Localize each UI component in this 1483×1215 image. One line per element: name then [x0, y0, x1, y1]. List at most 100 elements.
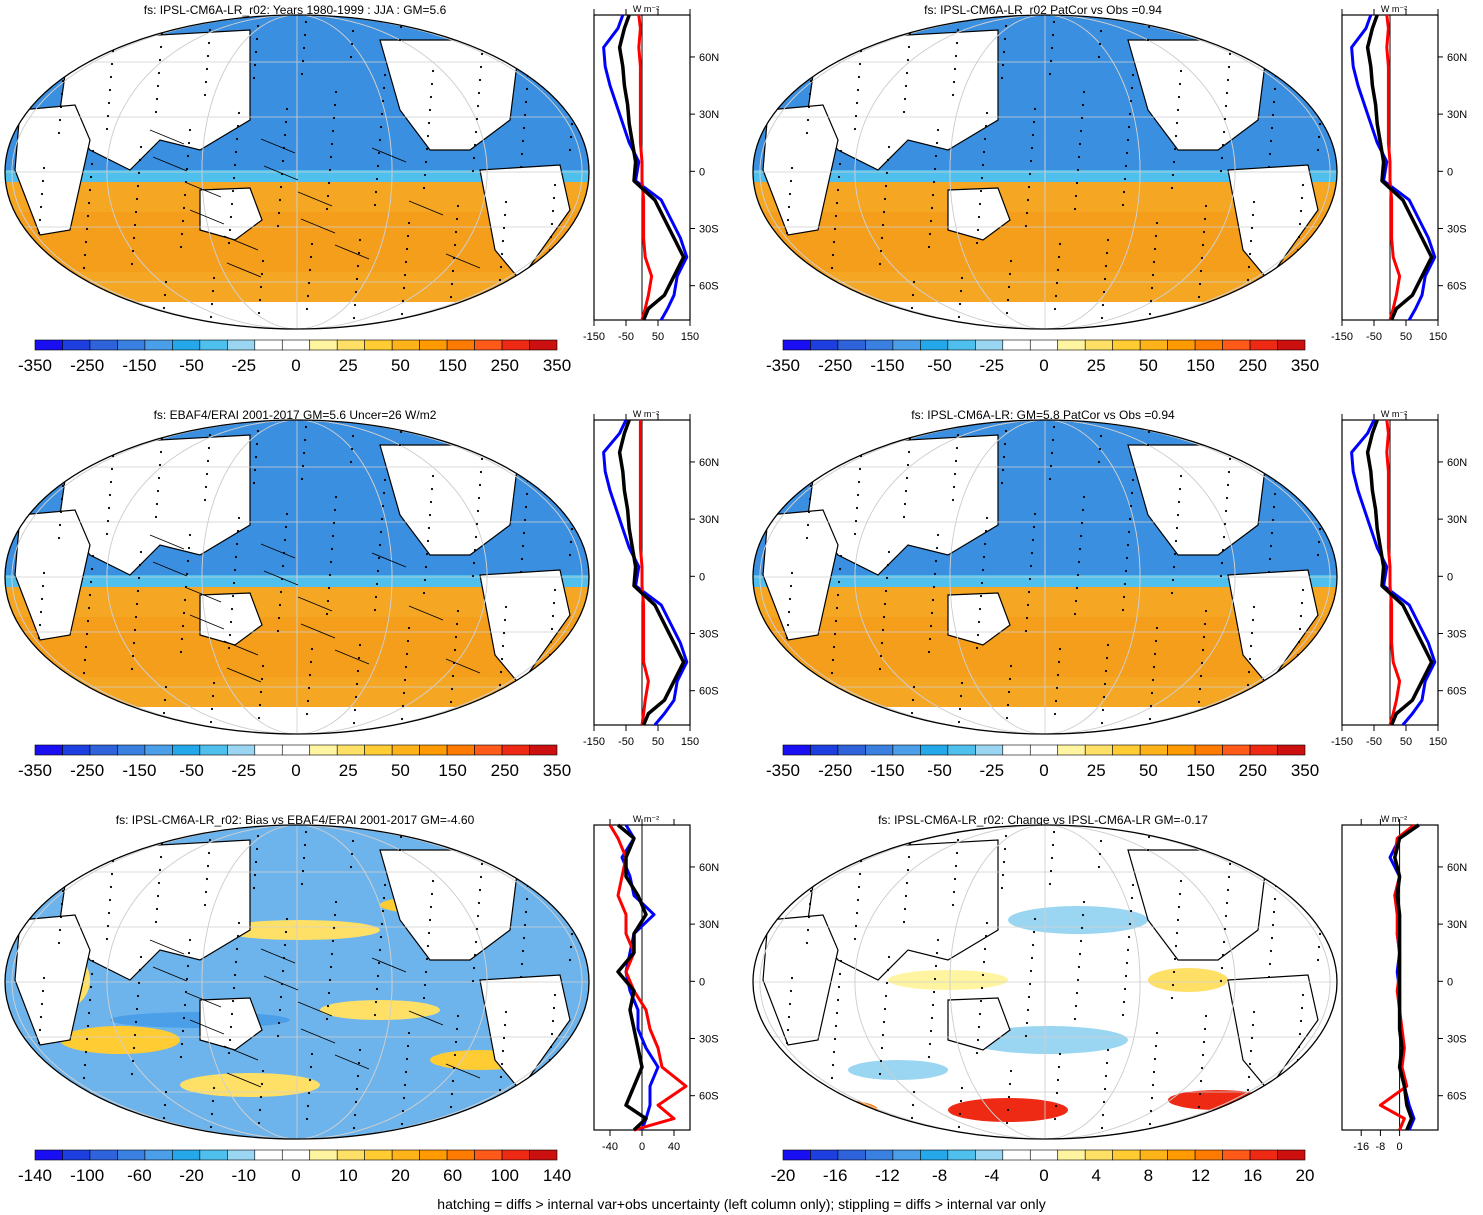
hatch-line	[300, 218, 336, 234]
stipple-dot	[576, 449, 580, 453]
stipple-dot	[380, 517, 384, 521]
stipple-dot	[327, 181, 331, 185]
stipple-dot	[1228, 457, 1232, 461]
stipple-dot	[358, 1048, 362, 1052]
stipple-dot	[1027, 590, 1031, 594]
stipple-dot	[448, 1118, 452, 1122]
stipple-dot	[137, 171, 141, 175]
stipple-dot	[1028, 982, 1032, 986]
colorbar-swatch	[117, 744, 146, 756]
stipple-dot	[471, 169, 475, 173]
diff-blob	[220, 920, 380, 940]
stipple-dot	[529, 440, 533, 444]
stipple-dot	[308, 1078, 312, 1082]
colorbar-label: -25	[980, 761, 1005, 780]
stipple-dot	[84, 240, 88, 244]
stipple-dot	[87, 201, 91, 205]
bias-zonal-line	[1385, 419, 1402, 726]
hatch-line	[152, 966, 188, 982]
stipple-dot	[81, 684, 85, 688]
map-field	[753, 15, 1337, 329]
model-zonal-line	[1365, 419, 1434, 726]
stipple-dot	[307, 281, 311, 285]
lat-tick-label: 30N	[1447, 109, 1467, 121]
stipple-dot	[1273, 87, 1277, 91]
stipple-dot	[1299, 614, 1303, 618]
stipple-dot	[180, 232, 184, 236]
stipple-dot	[1082, 495, 1086, 499]
stipple-dot	[35, 1067, 39, 1071]
stipple-dot	[332, 116, 336, 120]
stipple-dot	[256, 429, 260, 433]
stipple-dot	[805, 941, 809, 945]
x-tick-label: -150	[1331, 736, 1353, 748]
stipple-dot	[1026, 603, 1030, 607]
stipple-dot	[422, 591, 426, 595]
stipple-dot	[66, 314, 70, 318]
stipple-dot	[573, 488, 577, 492]
stipple-dot	[550, 1032, 554, 1036]
stipple-dot	[1146, 848, 1150, 852]
stipple-dot	[1151, 273, 1155, 277]
stipple-dot	[787, 205, 791, 209]
colorbar-swatch	[892, 1149, 921, 1161]
stipple-dot	[1078, 142, 1082, 146]
panel-svg: -20 -16 -12 -8 -4 0 4 8 12 16 20W m⁻²-16 -8 060N30N0…	[752, 814, 1467, 1185]
stipple-dot	[1079, 939, 1083, 943]
stipple-dot	[547, 666, 551, 670]
colorbar-swatch	[199, 339, 228, 351]
stipple-dot	[1150, 1096, 1154, 1100]
stipple-dot	[1048, 477, 1052, 481]
stipple-dot	[1075, 991, 1079, 995]
stipple-dot	[1000, 886, 1004, 890]
stipple-dot	[1318, 932, 1322, 936]
stipple-dot	[883, 602, 887, 606]
stipple-dot	[544, 705, 548, 709]
stipple-dot	[809, 484, 813, 488]
stipple-dot	[1050, 46, 1054, 50]
stipple-dot	[353, 1113, 357, 1117]
colorbar-label: 350	[543, 356, 571, 375]
lat-tick-label: 30S	[1447, 224, 1467, 236]
stipple-dot	[236, 529, 240, 533]
stipple-dot	[546, 274, 550, 278]
stipple-dot	[855, 101, 859, 105]
stipple-dot	[545, 287, 549, 291]
stipple-dot	[881, 223, 885, 227]
stipple-dot	[1073, 207, 1077, 211]
colorbar-label: -100	[70, 1166, 104, 1185]
stipple-dot	[283, 943, 287, 947]
stipple-dot	[984, 934, 988, 938]
colorbar-swatch	[89, 1149, 118, 1161]
stipple-dot	[383, 883, 387, 887]
stipple-dot	[157, 476, 161, 480]
hatch-line	[152, 156, 188, 172]
stipple-dot	[953, 67, 957, 71]
stipple-dot	[839, 554, 843, 558]
stipple-dot	[431, 474, 435, 478]
stipple-dot	[132, 1046, 136, 1050]
stipple-dot	[154, 110, 158, 114]
stipple-dot	[1176, 918, 1180, 922]
colorbar-label: 50	[1139, 356, 1158, 375]
stipple-dot	[527, 61, 531, 65]
stipple-dot	[423, 983, 427, 987]
stipple-dot	[261, 664, 265, 668]
stipple-dot	[1196, 1118, 1200, 1122]
colorbar-swatch	[309, 339, 338, 351]
stipple-dot	[907, 45, 911, 49]
stipple-dot	[1269, 139, 1273, 143]
stipple-dot	[231, 594, 235, 598]
stipple-dot	[789, 584, 793, 588]
stipple-dot	[885, 171, 889, 175]
stipple-dot	[1225, 496, 1229, 500]
stipple-dot	[1247, 1075, 1251, 1079]
stipple-dot	[519, 165, 523, 169]
stipple-dot	[1225, 91, 1229, 95]
x-tick-label: 50	[652, 736, 664, 748]
stipple-dot	[1222, 535, 1226, 539]
stipple-dot	[1076, 168, 1080, 172]
stipple-dot	[115, 297, 119, 301]
stipple-dot	[1319, 514, 1323, 518]
